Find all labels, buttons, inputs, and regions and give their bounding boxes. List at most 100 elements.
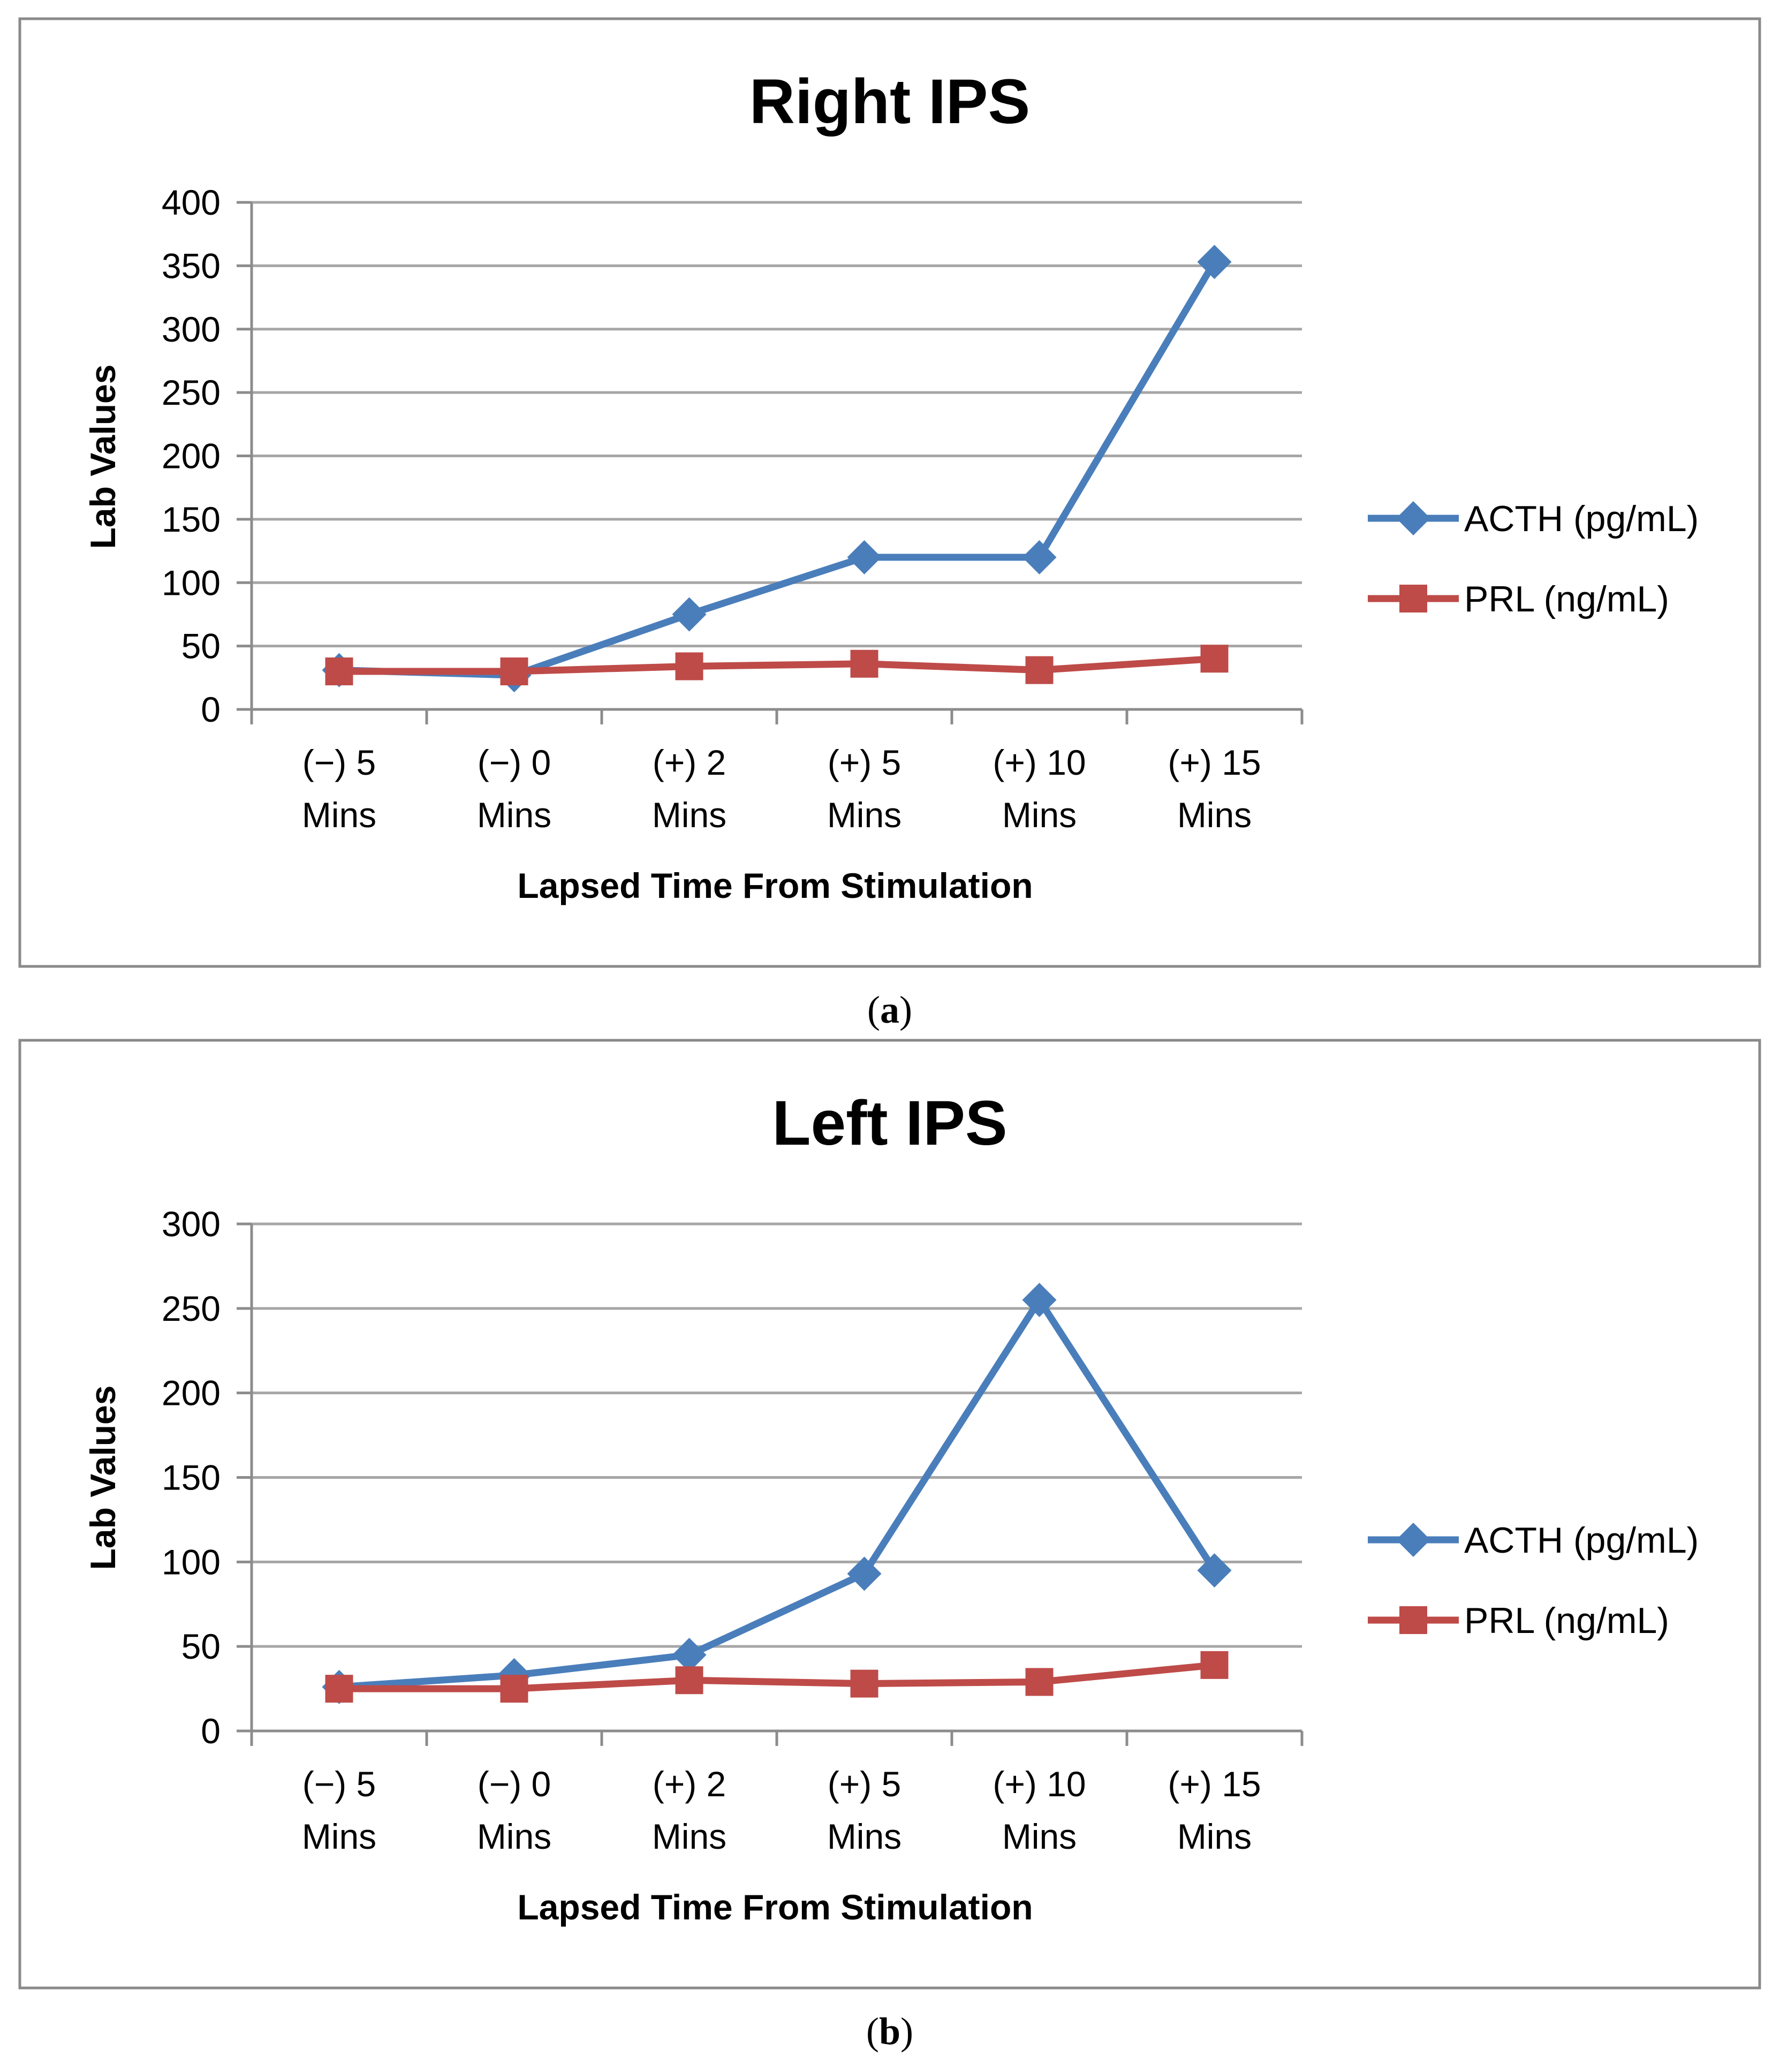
y-tick-label: 300 bbox=[162, 1204, 221, 1244]
legend-item-prl: PRL (ng/mL) bbox=[1368, 579, 1669, 619]
x-tick-label-line: (−) 0 bbox=[478, 743, 551, 782]
x-tick-label-line: Mins bbox=[302, 795, 376, 835]
y-tick-label: 250 bbox=[162, 373, 221, 412]
data-point bbox=[1200, 645, 1229, 673]
chart-frame bbox=[18, 17, 1761, 968]
legend-item-acth: ACTH (pg/mL) bbox=[1368, 498, 1699, 539]
chart-title: Right IPS bbox=[749, 66, 1030, 137]
data-point bbox=[1197, 1553, 1232, 1588]
y-tick-label: 100 bbox=[162, 1542, 221, 1582]
series-line bbox=[336, 1296, 1218, 1691]
x-tick-label-line: (+) 2 bbox=[653, 743, 726, 782]
x-axis-label: Lapsed Time From Stimulation bbox=[517, 866, 1033, 905]
y-tick-label: 0 bbox=[201, 690, 221, 729]
x-tick-label-line: Mins bbox=[827, 795, 902, 835]
x-tick-label: (−) 5 Mins bbox=[302, 1764, 376, 1856]
x-tick-label: (+) 10 Mins bbox=[993, 1764, 1086, 1856]
x-tick-label-line: (+) 15 bbox=[1168, 743, 1261, 782]
data-point bbox=[675, 652, 703, 680]
x-tick-label-line: (−) 5 bbox=[302, 743, 376, 782]
series bbox=[322, 245, 1232, 693]
legend-label-prl: PRL (ng/mL) bbox=[1464, 579, 1669, 619]
y-axis-label: Lab Values bbox=[83, 1386, 123, 1570]
x-tick-label-line: Mins bbox=[827, 1817, 902, 1856]
x-tick-label-line: Mins bbox=[1177, 1817, 1252, 1856]
legend-label-acth: ACTH (pg/mL) bbox=[1464, 1520, 1699, 1561]
legend-label-acth: ACTH (pg/mL) bbox=[1464, 498, 1699, 539]
series-line bbox=[336, 1661, 1218, 1692]
y-tick-label: 50 bbox=[181, 626, 221, 666]
caption-close-paren: ) bbox=[899, 988, 912, 1031]
legend-marker-acth bbox=[1396, 1523, 1430, 1557]
data-point bbox=[1200, 1651, 1229, 1679]
x-tick-label: (−) 0 Mins bbox=[477, 743, 551, 835]
axes bbox=[237, 201, 1304, 724]
data-point bbox=[1025, 656, 1054, 684]
y-tick-label: 200 bbox=[162, 436, 221, 476]
x-tick-label-line: (−) 0 bbox=[478, 1764, 551, 1804]
data-point bbox=[847, 1556, 882, 1591]
x-tick-label: (+) 5 Mins bbox=[827, 1764, 902, 1856]
series-line bbox=[336, 655, 1218, 675]
caption-open-paren: ( bbox=[866, 2010, 879, 2053]
panel-caption: (b) bbox=[866, 2010, 913, 2053]
caption-open-paren: ( bbox=[867, 988, 880, 1031]
axes bbox=[237, 1222, 1304, 1746]
data-point bbox=[1025, 1668, 1054, 1696]
x-tick-label: (+) 10 Mins bbox=[993, 743, 1086, 835]
x-tick-label: (+) 2 Mins bbox=[652, 743, 726, 835]
x-tick-label: (−) 0 Mins bbox=[477, 1764, 551, 1856]
y-tick-label: 400 bbox=[162, 183, 221, 222]
x-tick-label-line: (+) 15 bbox=[1168, 1764, 1261, 1804]
series-prl bbox=[325, 1651, 1229, 1703]
data-point bbox=[500, 657, 528, 685]
x-tick-label-line: Mins bbox=[302, 1817, 376, 1856]
x-tick-labels: (−) 5 Mins(−) 0 Mins(+) 2 Mins(+) 5 Mins(+) … bbox=[302, 743, 1261, 835]
series-prl bbox=[325, 645, 1229, 685]
x-tick-label: (−) 5 Mins bbox=[302, 743, 376, 835]
legend-label-prl: PRL (ng/mL) bbox=[1464, 1600, 1669, 1641]
legend-item-prl: PRL (ng/mL) bbox=[1368, 1600, 1669, 1641]
data-point bbox=[1022, 540, 1057, 574]
y-tick-labels: 0 50 100 150 200 250 300 bbox=[162, 1204, 221, 1751]
x-tick-label-line: (+) 5 bbox=[828, 743, 902, 782]
chart-frame bbox=[18, 1039, 1761, 1990]
legend: ACTH (pg/mL) PRL (ng/mL) bbox=[1368, 1520, 1699, 1641]
legend-marker-acth bbox=[1396, 501, 1430, 535]
legend: ACTH (pg/mL) PRL (ng/mL) bbox=[1368, 498, 1699, 619]
chart-title: Left IPS bbox=[772, 1088, 1007, 1159]
x-tick-label-line: Mins bbox=[477, 795, 551, 835]
x-tick-label: (+) 15 Mins bbox=[1168, 743, 1261, 835]
x-tick-label-line: Mins bbox=[477, 1817, 551, 1856]
x-tick-label-line: (+) 2 bbox=[653, 1764, 726, 1804]
y-tick-label: 100 bbox=[162, 563, 221, 602]
y-tick-label: 150 bbox=[162, 1458, 221, 1498]
x-tick-label-line: (+) 10 bbox=[993, 1764, 1086, 1804]
gridlines bbox=[252, 1222, 1302, 1648]
data-point bbox=[325, 657, 353, 685]
x-tick-label-line: (−) 5 bbox=[302, 1764, 376, 1804]
y-axis-label: Lab Values bbox=[83, 365, 123, 549]
data-point bbox=[672, 597, 707, 632]
y-tick-label: 250 bbox=[162, 1289, 221, 1328]
x-tick-label: (+) 5 Mins bbox=[827, 743, 902, 835]
series bbox=[322, 1283, 1232, 1704]
x-tick-label: (+) 2 Mins bbox=[652, 1764, 726, 1856]
panel-caption: (a) bbox=[867, 988, 912, 1031]
x-axis-label: Lapsed Time From Stimulation bbox=[517, 1887, 1033, 1927]
caption-letter: b bbox=[879, 2010, 900, 2053]
y-tick-label: 200 bbox=[162, 1373, 221, 1413]
gridlines bbox=[252, 201, 1302, 648]
y-tick-label: 350 bbox=[162, 246, 221, 285]
data-point bbox=[1022, 1283, 1057, 1318]
y-tick-label: 300 bbox=[162, 309, 221, 349]
data-point bbox=[675, 1666, 703, 1695]
data-point bbox=[850, 1669, 878, 1698]
data-point bbox=[1197, 245, 1232, 279]
legend-marker-prl bbox=[1399, 1606, 1427, 1634]
y-tick-label: 150 bbox=[162, 500, 221, 539]
y-tick-label: 0 bbox=[201, 1711, 221, 1751]
x-tick-label-line: Mins bbox=[652, 795, 726, 835]
caption-letter: a bbox=[880, 988, 899, 1031]
